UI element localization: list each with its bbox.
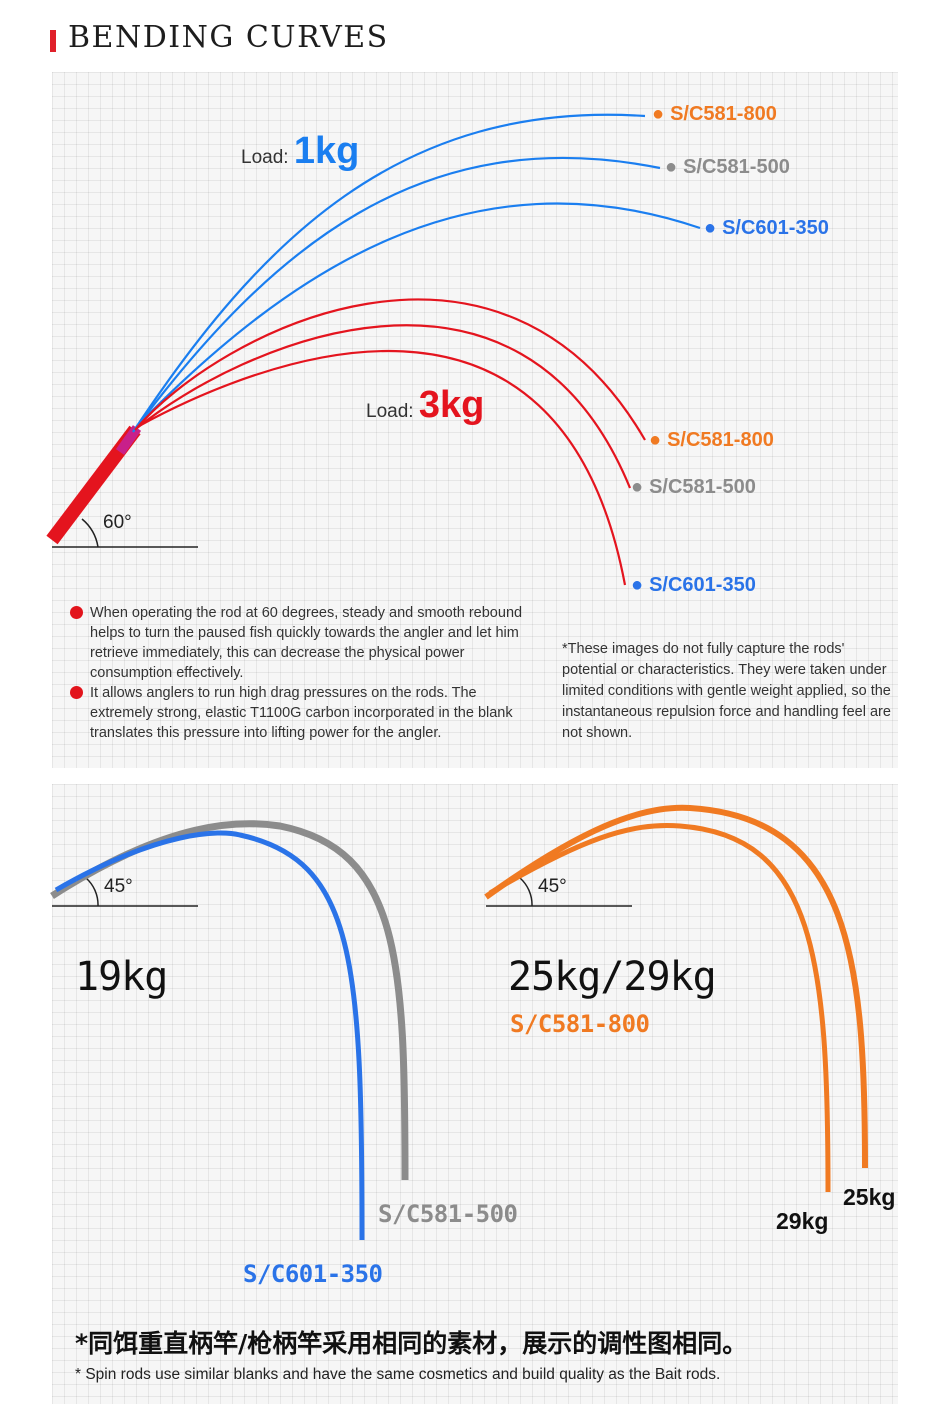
angle-arc-45-right	[519, 877, 533, 907]
curve-19kg-s-c601-350	[54, 830, 365, 1241]
load-1kg-value: 1kg	[293, 130, 360, 172]
model-name: S/C601-350	[722, 217, 829, 239]
title-accent-bar	[50, 30, 56, 52]
model-name: S/C581-800	[667, 429, 774, 451]
model-dot: ●	[665, 156, 678, 178]
load-3kg-value: 3kg	[418, 384, 485, 426]
model-3kg-2: ● S/C601-350	[631, 574, 756, 597]
curve-label-25kg: 25kg	[843, 1184, 896, 1210]
model-name: S/C581-500	[683, 156, 790, 178]
curve-3kg-s-c581-500	[136, 324, 632, 489]
model-3kg-0: ● S/C581-800	[649, 429, 774, 452]
curve-3kg-s-c601-350	[138, 349, 627, 586]
bullet-text: When operating the rod at 60 degrees, st…	[90, 605, 523, 681]
model-name: S/C581-800	[670, 103, 777, 125]
model-dot: ●	[649, 429, 662, 451]
curve-29kg	[488, 822, 831, 1193]
model-1kg-2: ● S/C601-350	[704, 217, 829, 240]
bullet-dot	[70, 686, 83, 699]
page-title: BENDING CURVES	[68, 20, 389, 55]
curve-3kg-s-c581-800	[134, 298, 646, 441]
model-1kg-0: ● S/C581-800	[652, 103, 777, 126]
curve-19kg-s-c581-500	[50, 820, 409, 1181]
curve-1kg-s-c581-800	[132, 113, 646, 433]
angle-45-right-label: 45°	[538, 876, 567, 897]
footer-chinese-note: *同饵重直柄竿/枪柄竿采用相同的素材，展示的调性图相同。	[75, 1329, 748, 1358]
model-dot: ●	[652, 103, 665, 125]
bullet-item: When operating the rod at 60 degrees, st…	[70, 603, 540, 683]
angle-arc-60	[81, 518, 99, 548]
load-1kg-label: Load: 1kg	[241, 130, 359, 173]
bending-diagram-panel	[52, 72, 898, 768]
load-1kg-prefix: Load:	[241, 147, 289, 168]
weight-19kg: 19kg	[75, 954, 168, 1000]
curve-label-29kg: 29kg	[776, 1208, 829, 1234]
curve-1kg-s-c581-500	[135, 156, 661, 429]
angle-45-left-label: 45°	[104, 876, 133, 897]
bullet-text: It allows anglers to run high drag press…	[90, 685, 513, 741]
feature-bullets: When operating the rod at 60 degrees, st…	[70, 603, 540, 743]
angle-60-label: 60°	[103, 512, 132, 533]
model-s-c601-350-label: S/C601-350	[243, 1260, 383, 1288]
model-name: S/C601-350	[649, 574, 756, 596]
load-3kg-prefix: Load:	[366, 401, 414, 422]
footer-english-note: * Spin rods use similar blanks and have …	[75, 1366, 721, 1383]
model-dot: ●	[704, 217, 717, 239]
load-3kg-label: Load: 3kg	[366, 384, 484, 427]
bullet-item: It allows anglers to run high drag press…	[70, 683, 540, 743]
model-name: S/C581-500	[649, 476, 756, 498]
model-dot: ●	[631, 476, 644, 498]
bullet-dot	[70, 606, 83, 619]
weight-25-29kg: 25kg/29kg	[508, 954, 717, 1000]
model-s-c581-500-label: S/C581-500	[378, 1200, 518, 1228]
model-1kg-1: ● S/C581-500	[665, 156, 790, 179]
disclaimer-note: *These images do not fully capture the r…	[562, 641, 891, 741]
model-s-c581-800-label: S/C581-800	[510, 1010, 650, 1038]
angle-arc-45-left	[85, 877, 99, 907]
model-dot: ●	[631, 574, 644, 596]
model-3kg-1: ● S/C581-500	[631, 476, 756, 499]
max-load-panel	[52, 784, 898, 1404]
curve-1kg-s-c601-350	[138, 202, 701, 425]
curve-25kg	[484, 804, 868, 1169]
